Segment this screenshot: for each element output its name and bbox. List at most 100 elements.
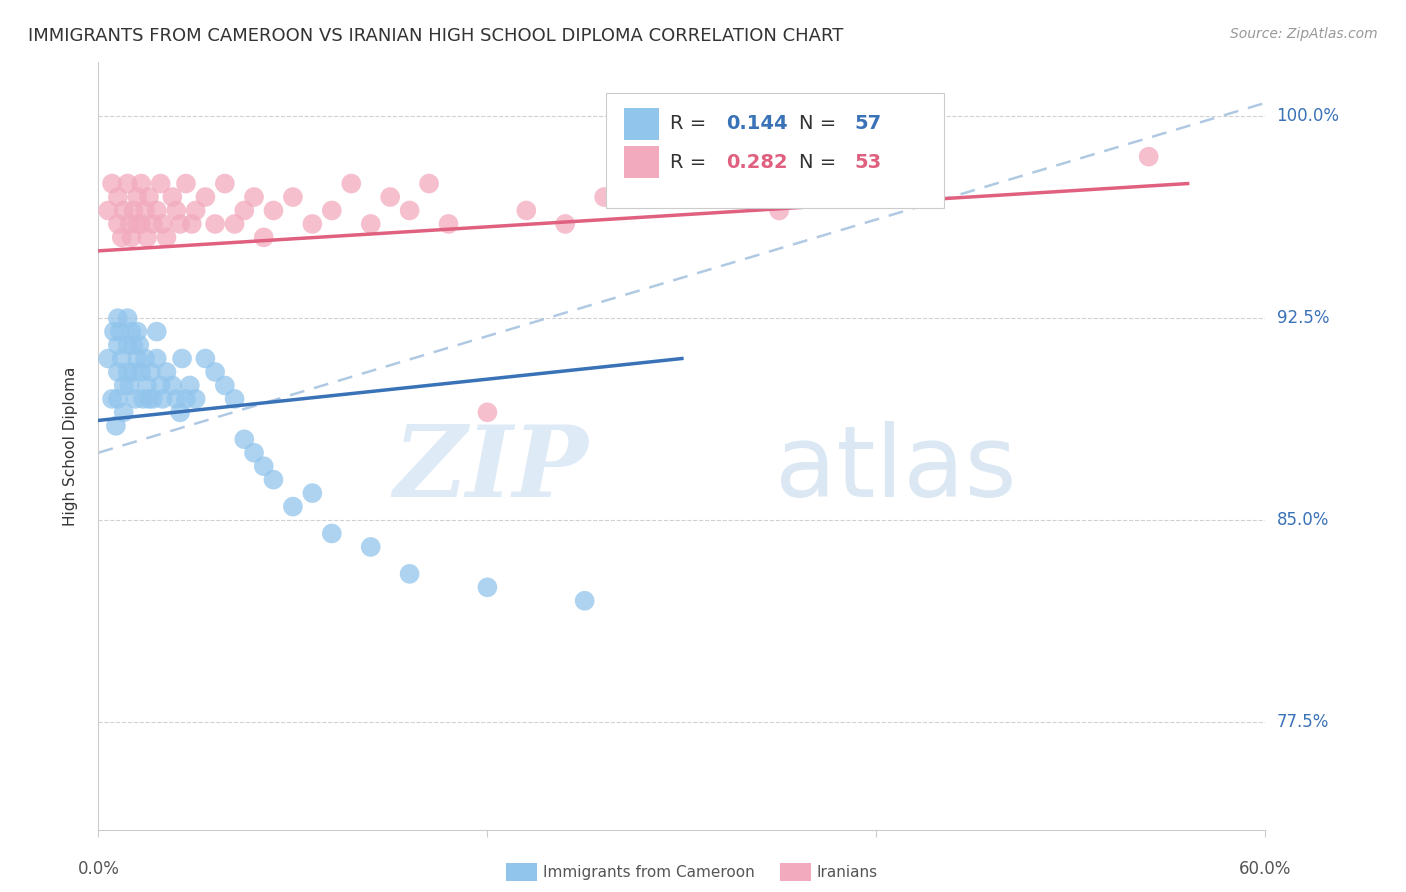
Point — [224, 217, 246, 231]
Point — [768, 203, 790, 218]
Text: 0.144: 0.144 — [727, 114, 787, 133]
Point — [97, 351, 120, 366]
Point — [162, 190, 184, 204]
Point — [121, 325, 143, 339]
Point — [243, 190, 266, 204]
Point — [671, 177, 693, 191]
Point — [214, 177, 236, 191]
Point — [107, 392, 129, 406]
Y-axis label: High School Diploma: High School Diploma — [63, 367, 77, 525]
Point — [138, 190, 160, 204]
Point — [136, 378, 159, 392]
Point — [301, 217, 323, 231]
Text: Source: ZipAtlas.com: Source: ZipAtlas.com — [1230, 27, 1378, 41]
Point — [118, 217, 141, 231]
Text: Iranians: Iranians — [817, 865, 877, 880]
Text: Immigrants from Cameroon: Immigrants from Cameroon — [543, 865, 755, 880]
Point — [214, 378, 236, 392]
Point — [184, 392, 207, 406]
Point — [117, 338, 139, 352]
Point — [134, 203, 156, 218]
Text: atlas: atlas — [775, 420, 1017, 517]
Point — [398, 566, 420, 581]
Point — [117, 365, 139, 379]
Point — [152, 217, 174, 231]
Point — [253, 459, 276, 474]
Point — [139, 365, 162, 379]
Point — [155, 230, 177, 244]
Text: R =: R = — [671, 153, 713, 171]
Point — [142, 217, 165, 231]
Point — [321, 526, 343, 541]
Text: 100.0%: 100.0% — [1277, 107, 1340, 125]
Point — [174, 177, 197, 191]
Point — [117, 311, 139, 326]
Point — [108, 325, 131, 339]
Point — [243, 446, 266, 460]
Point — [301, 486, 323, 500]
Text: 0.282: 0.282 — [727, 153, 787, 171]
Point — [138, 392, 160, 406]
Point — [122, 203, 145, 218]
Point — [101, 177, 124, 191]
Point — [477, 580, 499, 594]
Point — [107, 365, 129, 379]
Point — [152, 392, 174, 406]
Point — [179, 378, 201, 392]
Point — [97, 203, 120, 218]
Point — [107, 338, 129, 352]
Point — [262, 203, 284, 218]
Point — [174, 392, 197, 406]
Point — [124, 392, 146, 406]
Point — [360, 217, 382, 231]
Point — [117, 177, 139, 191]
Point — [340, 177, 363, 191]
Point — [194, 190, 217, 204]
Point — [112, 378, 135, 392]
Text: R =: R = — [671, 114, 713, 133]
Point — [129, 365, 152, 379]
Point — [204, 217, 226, 231]
Point — [194, 351, 217, 366]
Text: 60.0%: 60.0% — [1239, 860, 1292, 878]
Text: 77.5%: 77.5% — [1277, 713, 1329, 731]
Point — [360, 540, 382, 554]
Point — [112, 405, 135, 419]
Point — [107, 190, 129, 204]
Text: 85.0%: 85.0% — [1277, 511, 1329, 529]
Point — [149, 378, 172, 392]
Point — [155, 365, 177, 379]
Point — [127, 325, 149, 339]
Point — [129, 177, 152, 191]
Point — [111, 351, 134, 366]
Point — [165, 392, 187, 406]
Point — [262, 473, 284, 487]
Point — [184, 203, 207, 218]
Point — [321, 203, 343, 218]
Point — [127, 351, 149, 366]
Point — [253, 230, 276, 244]
Point — [129, 217, 152, 231]
Point — [165, 203, 187, 218]
Point — [107, 311, 129, 326]
Point — [477, 405, 499, 419]
FancyBboxPatch shape — [624, 146, 658, 178]
Point — [122, 338, 145, 352]
Point — [142, 392, 165, 406]
Point — [107, 217, 129, 231]
Point — [281, 500, 304, 514]
Point — [224, 392, 246, 406]
Point — [398, 203, 420, 218]
Point — [554, 217, 576, 231]
Point — [904, 163, 927, 178]
Point — [101, 392, 124, 406]
Point — [593, 190, 616, 204]
Point — [418, 177, 440, 191]
Point — [134, 351, 156, 366]
FancyBboxPatch shape — [606, 93, 945, 208]
Point — [1137, 150, 1160, 164]
Point — [149, 177, 172, 191]
Point — [380, 190, 402, 204]
Point — [146, 351, 169, 366]
Point — [103, 325, 125, 339]
